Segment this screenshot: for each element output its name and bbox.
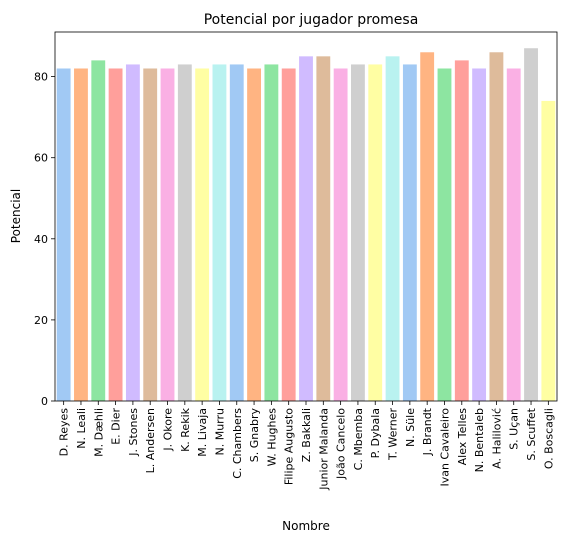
bar-16 (333, 68, 348, 402)
x-tick-label: Z. Bakkali (300, 408, 313, 462)
x-tick-label: N. Bentaleb (473, 408, 486, 472)
bar-5 (143, 68, 158, 402)
x-tick-label: João Cancelo (335, 408, 348, 480)
x-tick-label: D. Reyes (58, 408, 71, 457)
y-axis-ticks: 0 20 40 60 80 (34, 71, 55, 408)
bar-0 (56, 68, 71, 402)
bar-1 (74, 68, 88, 402)
bar-3 (108, 68, 123, 402)
y-tick-label: 20 (34, 314, 48, 327)
x-tick-label: Junior Malanda (317, 408, 330, 491)
x-tick-label: M. Dæhli (92, 408, 105, 457)
bar-17 (351, 64, 365, 401)
bar-6 (160, 68, 175, 402)
bar-26 (506, 68, 521, 402)
chart-title: Potencial por jugador promesa (204, 12, 419, 28)
x-tick-label: S. Uçan (508, 408, 521, 450)
bar-11 (247, 68, 261, 402)
x-tick-label: S. Gnabry (248, 408, 261, 463)
x-tick-label: P. Dybala (369, 408, 382, 458)
x-tick-label: K. Rekik (179, 407, 192, 452)
bar-4 (125, 64, 140, 401)
y-tick-label: 0 (41, 395, 48, 408)
bar-23 (454, 60, 469, 401)
bar-10 (229, 64, 244, 401)
x-tick-label: J. Okore (162, 408, 175, 452)
x-tick-label: Alex Telles (456, 408, 469, 466)
y-axis-label: Potencial (9, 189, 23, 243)
x-tick-label: C. Chambers (231, 408, 244, 479)
x-tick-label: M. Livaja (196, 408, 209, 457)
bar-25 (489, 52, 504, 402)
bars-group (56, 48, 556, 402)
bar-22 (437, 68, 452, 402)
x-tick-label: S. Scuffet (525, 407, 538, 460)
x-tick-label: J. Brandt (421, 407, 434, 456)
x-tick-label: A. Halilović (490, 408, 503, 469)
bar-28 (541, 100, 556, 402)
y-tick-label: 80 (34, 71, 48, 84)
x-tick-label: Filipe Augusto (283, 408, 296, 485)
x-axis-ticks: D. Reyes N. Leali M. Dæhli E. Dier J. Stones… (58, 401, 555, 491)
bar-12 (264, 64, 279, 401)
x-tick-label: W. Hughes (265, 408, 278, 467)
x-tick-label: O. Boscagli (542, 408, 555, 469)
x-tick-label: N. Süle (404, 408, 417, 447)
bar-8 (195, 68, 210, 402)
bar-2 (91, 60, 106, 401)
bar-15 (316, 56, 331, 401)
plot-frame (54, 31, 558, 402)
x-tick-label: E. Dier (110, 408, 123, 445)
bar-24 (472, 68, 487, 402)
x-tick-label: C. Mbemba (352, 408, 365, 470)
bar-7 (177, 64, 192, 401)
y-tick-label: 40 (34, 233, 48, 246)
x-tick-label: J. Stones (127, 408, 140, 457)
bar-19 (385, 56, 400, 401)
y-tick-label: 60 (34, 152, 48, 165)
bar-14 (299, 56, 313, 401)
bar-9 (212, 64, 227, 401)
x-axis-label: Nombre (282, 519, 330, 533)
x-tick-label: T. Werner (387, 408, 400, 461)
x-tick-label: N. Leali (75, 408, 88, 449)
x-tick-label: N. Murru (213, 408, 226, 456)
bar-20 (402, 64, 417, 401)
x-tick-label: Ivan Cavaleiro (438, 408, 451, 487)
bar-27 (524, 48, 538, 401)
bar-13 (281, 68, 296, 402)
bar-21 (420, 52, 435, 402)
bar-18 (368, 64, 383, 401)
x-tick-label: L. Andersen (144, 408, 157, 473)
